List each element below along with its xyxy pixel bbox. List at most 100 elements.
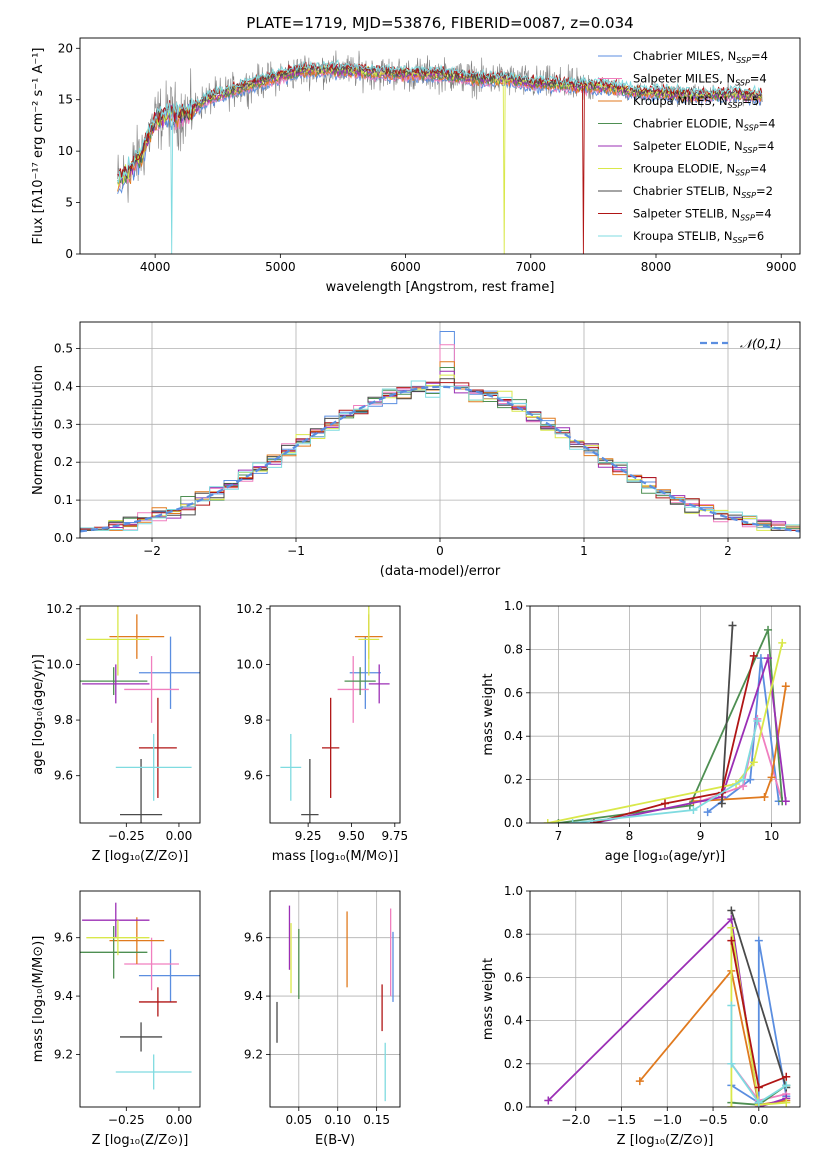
errorbar-chabrier-miles bbox=[138, 949, 200, 1002]
errorbar-kroupa-elodie bbox=[86, 920, 150, 956]
errorbar-kroupa-elodie bbox=[358, 606, 380, 676]
mass_weight_vs_Z-xtick-label: −1.5 bbox=[607, 1113, 636, 1127]
weight-line-kroupa-miles bbox=[693, 686, 787, 803]
gaussian-curve bbox=[80, 385, 800, 533]
errorbar-chabrier-elodie bbox=[80, 667, 148, 696]
spectrum-plot-area bbox=[117, 50, 763, 254]
histogram-salpeter-elodie bbox=[80, 370, 800, 531]
residuals-xtick-label: −1 bbox=[287, 544, 305, 558]
age_vs_mass-ytick-label: 10.2 bbox=[236, 602, 263, 616]
weight-line-salpeter-elodie bbox=[593, 657, 787, 823]
errorbar-salpeter-stelib bbox=[138, 987, 177, 1017]
mass_vs_Z-xtick-label: −0.25 bbox=[108, 1113, 145, 1127]
mass_vs_Z-xtick-label: 0.00 bbox=[166, 1113, 193, 1127]
weight-marker-kroupa-stelib bbox=[568, 819, 577, 823]
weight-marker-chabrier-elodie bbox=[764, 625, 773, 634]
age_vs_Z-xtick-label: −0.25 bbox=[108, 829, 145, 843]
mass_weight_vs_Z-xtick-label: −0.5 bbox=[698, 1113, 727, 1127]
mass_weight_vs_age-xlabel: age [log₁₀(age/yr)] bbox=[605, 849, 726, 864]
errorbar-chabrier-stelib bbox=[301, 759, 319, 823]
age_vs_Z-plot-area bbox=[80, 606, 200, 823]
mass_weight_vs_age-ytick-label: 0.0 bbox=[504, 816, 523, 830]
mass_weight_vs_Z-xtick-label: −1.0 bbox=[653, 1113, 682, 1127]
spectrum-ytick-label: 0 bbox=[65, 247, 73, 261]
histogram-salpeter-miles bbox=[80, 344, 800, 531]
histogram-chabrier-miles bbox=[80, 331, 800, 531]
model-line-salpeter-miles bbox=[117, 67, 763, 187]
errorbar-chabrier-stelib bbox=[120, 759, 163, 823]
age_vs_Z-frame bbox=[79, 605, 201, 824]
mass_weight_vs_age-ytick-label: 1.0 bbox=[504, 599, 523, 613]
mass_weight_vs_Z-plot-area bbox=[530, 891, 800, 1107]
legend-label-chabrier-miles: Chabrier MILES, NSSP=4 bbox=[633, 49, 768, 65]
age_vs_Z-ylabel: age [log₁₀(age/yr)] bbox=[31, 654, 46, 775]
errorbar-salpeter-miles bbox=[337, 656, 369, 723]
legend-label-kroupa-stelib: Kroupa STELIB, NSSP=6 bbox=[633, 229, 764, 245]
weight-line-chabrier-stelib bbox=[720, 625, 734, 804]
spectrum-xtick-label: 5000 bbox=[265, 260, 296, 274]
weight-line-chabrier-elodie bbox=[558, 629, 784, 823]
mass_weight_vs_Z-ytick-label: 1.0 bbox=[504, 884, 523, 898]
mass_weight_vs_Z-frame bbox=[529, 890, 801, 1108]
residuals-ytick-label: 0.0 bbox=[54, 531, 73, 545]
mass_weight_vs_Z-ytick-label: 0.2 bbox=[504, 1057, 523, 1071]
age_vs_Z-ytick-label: 9.6 bbox=[54, 769, 73, 783]
mass_vs_Z-ytick-label: 9.2 bbox=[54, 1047, 73, 1061]
errorbar-salpeter-elodie bbox=[368, 664, 390, 704]
mass_vs_Z-xlabel: Z [log₁₀(Z/Z⊙)] bbox=[92, 1133, 189, 1148]
errorbar-salpeter-stelib bbox=[322, 697, 340, 798]
weight-marker-chabrier-miles bbox=[754, 936, 763, 945]
weight-marker-kroupa-stelib bbox=[727, 1001, 736, 1010]
weight-line-kroupa-elodie bbox=[547, 642, 784, 823]
legend-label-salpeter-miles: Salpeter MILES, NSSP=4 bbox=[633, 72, 767, 88]
age_vs_mass-plot-area bbox=[280, 606, 390, 823]
residuals-xtick-label: 1 bbox=[580, 544, 588, 558]
mass_vs_Z-ylabel: mass [log₁₀(M/M⊙)] bbox=[31, 936, 46, 1063]
mass_vs_Z-frame bbox=[79, 890, 201, 1108]
weight-line-salpeter-stelib bbox=[593, 655, 755, 823]
spectrum-xlabel: wavelength [Angstrom, rest frame] bbox=[326, 280, 555, 295]
mass_vs_ebv-panel: 0.05 0.10 0.15 9.2 9.4 9.6 E(B-V) bbox=[244, 890, 401, 1148]
weight-marker-kroupa-elodie bbox=[543, 819, 552, 823]
residuals-ytick-label: 0.2 bbox=[54, 455, 73, 469]
weight-marker-kroupa-stelib bbox=[727, 1059, 736, 1068]
weight-marker-salpeter-stelib bbox=[749, 651, 758, 660]
weight-marker-salpeter-elodie bbox=[764, 654, 773, 663]
spectrum-xtick-label: 7000 bbox=[516, 260, 547, 274]
weight-marker-kroupa-miles bbox=[781, 682, 790, 691]
spectrum-xtick-label: 4000 bbox=[140, 260, 171, 274]
errorbar-salpeter-stelib bbox=[138, 697, 177, 798]
errorbar-chabrier-miles bbox=[138, 636, 200, 709]
weight-line-chabrier-stelib bbox=[730, 910, 788, 1088]
age_vs_mass-ytick-label: 9.6 bbox=[244, 769, 263, 783]
plot-panels: 4000 5000 6000 7000 8000 900005101520waveleng… bbox=[31, 37, 801, 1148]
age_vs_mass-ytick-label: 9.8 bbox=[244, 713, 263, 727]
residuals-xtick-label: −2 bbox=[143, 544, 161, 558]
age_vs_Z-ytick-label: 10.2 bbox=[46, 602, 73, 616]
weight-marker-kroupa-miles bbox=[635, 1077, 644, 1086]
age_vs_mass-ytick-label: 10.0 bbox=[236, 657, 263, 671]
mass_vs_ebv-plot-area bbox=[270, 891, 400, 1107]
mass_weight_vs_Z-xtick-label: −2.0 bbox=[561, 1113, 590, 1127]
residuals-ytick-label: 0.3 bbox=[54, 417, 73, 431]
errorbar-chabrier-elodie bbox=[344, 667, 376, 696]
mass_weight_vs_age-ytick-label: 0.6 bbox=[504, 686, 523, 700]
age_vs_mass-frame bbox=[269, 605, 401, 824]
residuals-plot-area bbox=[80, 322, 800, 538]
legend-label-chabrier-stelib: Chabrier STELIB, NSSP=2 bbox=[633, 184, 773, 200]
weight-marker-chabrier-miles bbox=[746, 775, 755, 784]
residuals-xtick-label: 0 bbox=[436, 544, 444, 558]
histogram-kroupa-stelib bbox=[80, 380, 800, 531]
mass_vs_Z-ytick-label: 9.4 bbox=[54, 989, 73, 1003]
spectrum-xtick-label: 6000 bbox=[390, 260, 421, 274]
mass_weight_vs_age-xtick-label: 8 bbox=[626, 829, 634, 843]
mass_weight_vs_age-frame bbox=[529, 605, 801, 824]
legend-label-salpeter-elodie: Salpeter ELODIE, NSSP=4 bbox=[633, 139, 774, 155]
age_vs_Z-ytick-label: 9.8 bbox=[54, 713, 73, 727]
errorbar-salpeter-miles bbox=[124, 656, 179, 723]
mass_weight_vs_age-ytick-label: 0.8 bbox=[504, 642, 523, 656]
mass_vs_ebv-xlabel: E(B-V) bbox=[315, 1133, 355, 1148]
weight-marker-chabrier-miles bbox=[756, 654, 765, 663]
age_vs_mass-xlabel: mass [log₁₀(M/M⊙)] bbox=[272, 849, 399, 864]
weight-line-kroupa-stelib bbox=[572, 720, 759, 823]
